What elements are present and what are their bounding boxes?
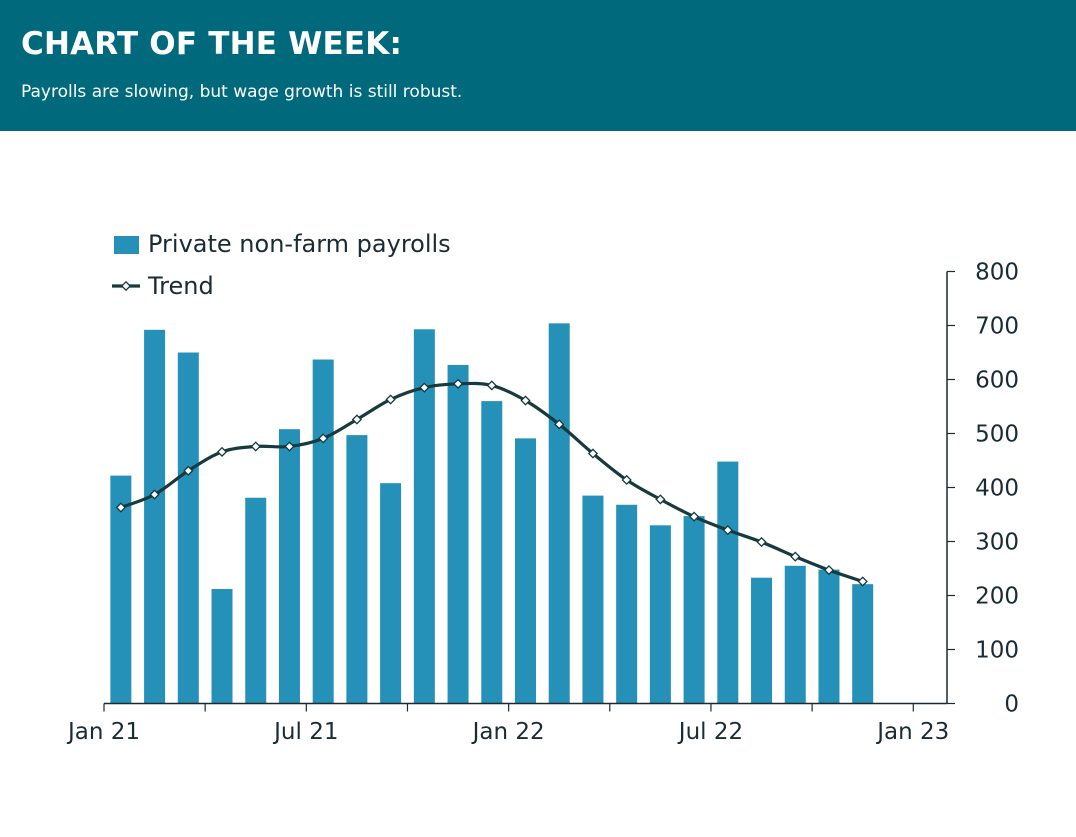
payroll-bar: [818, 569, 840, 704]
trend-marker: [115, 502, 126, 513]
trend-marker: [318, 433, 329, 444]
legend-bar-swatch: [114, 236, 139, 254]
trend-marker: [823, 565, 835, 576]
payroll-bar: [211, 589, 233, 704]
x-tick-label: Jul 21: [272, 719, 338, 745]
trend-marker: [149, 489, 160, 500]
trend-marker: [790, 551, 801, 562]
y-tick-label: 100: [975, 638, 1019, 664]
y-tick-label: 400: [975, 476, 1019, 502]
chart-title: CHART OF THE WEEK:: [21, 26, 403, 62]
y-tick-label: 500: [975, 422, 1019, 448]
x-tick-label: Jul 22: [677, 719, 743, 745]
trend-marker: [655, 494, 666, 505]
trend-marker: [250, 441, 261, 452]
payrolls-bars: [110, 323, 874, 704]
trend-marker: [284, 441, 295, 452]
trend-marker: [554, 419, 565, 430]
x-tick-label: Jan 22: [471, 719, 545, 745]
y-tick-label: 800: [975, 260, 1019, 286]
trend-marker: [351, 414, 363, 425]
payroll-bar: [717, 461, 739, 704]
payroll-bar: [110, 475, 132, 704]
trend-marker: [587, 448, 599, 459]
y-tick-label: 700: [975, 314, 1019, 340]
payroll-bar: [346, 435, 368, 704]
trend-marker: [216, 446, 228, 457]
payroll-bar: [515, 438, 536, 704]
y-tick-label: 0: [1004, 692, 1019, 718]
payroll-bar: [481, 401, 503, 704]
payroll-bar: [852, 584, 874, 704]
trend-series: [115, 378, 868, 587]
payroll-bar: [245, 497, 267, 704]
payroll-bar: [784, 565, 806, 704]
payroll-bar: [751, 577, 773, 704]
payroll-bar: [582, 495, 604, 704]
trend-marker: [621, 474, 632, 486]
trend-marker: [452, 378, 464, 389]
trend-marker: [419, 382, 430, 393]
payroll-bar: [683, 516, 705, 704]
payroll-bar: [312, 359, 334, 704]
payroll-bar: [380, 483, 402, 704]
trend-marker: [722, 525, 733, 536]
trend-marker: [520, 395, 531, 406]
chart-axes: Jan 21 Jul 21 Jan 22 Jul 22 Jan 23 0 100 200 300…: [66, 260, 1019, 746]
legend-label-trend: Trend: [147, 272, 214, 300]
legend-label-payrolls: Private non-farm payrolls: [148, 230, 451, 258]
trend-marker: [385, 394, 396, 405]
trend-marker: [756, 536, 767, 548]
trend-marker: [688, 511, 700, 522]
payroll-bar: [548, 323, 570, 704]
trend-marker: [486, 380, 497, 391]
x-tick-label: Jan 23: [875, 719, 949, 745]
trend-marker: [183, 465, 194, 476]
y-tick-label: 300: [975, 530, 1019, 556]
payroll-bar: [177, 352, 199, 704]
payroll-bar: [413, 329, 435, 704]
y-tick-label: 600: [975, 368, 1019, 394]
payroll-bar: [649, 525, 671, 704]
payroll-bar: [447, 364, 469, 704]
trend-marker: [857, 576, 868, 587]
x-tick-label: Jan 21: [66, 719, 140, 745]
legend-trend-marker: [120, 280, 132, 292]
chart-subtitle: Payrolls are slowing, but wage growth is…: [21, 82, 463, 102]
y-tick-label: 200: [975, 584, 1019, 610]
payroll-bar: [278, 429, 300, 704]
payroll-bar: [616, 504, 638, 704]
chart-legend: Private non-farm payrolls Trend: [112, 230, 451, 300]
header-banner: CHART OF THE WEEK: Payrolls are slowing,…: [0, 0, 1076, 131]
payroll-bar: [144, 329, 166, 704]
